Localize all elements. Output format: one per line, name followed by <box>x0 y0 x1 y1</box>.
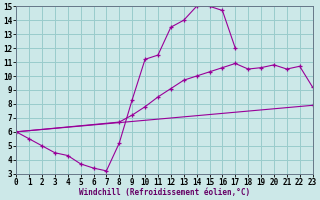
X-axis label: Windchill (Refroidissement éolien,°C): Windchill (Refroidissement éolien,°C) <box>79 188 250 197</box>
